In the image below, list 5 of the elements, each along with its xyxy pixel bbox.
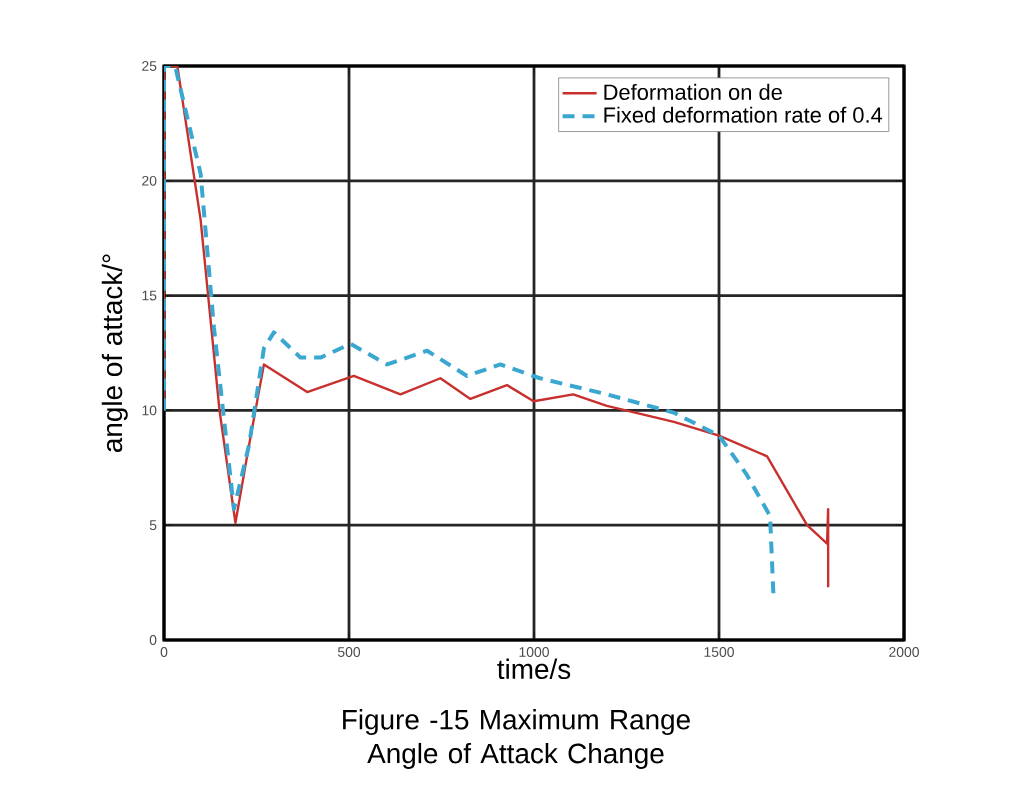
text: Figure -15 Maximum Range Angle of Attack Change: [343, 709, 690, 769]
y-axis-title: angle of attack/°: [101, 254, 128, 452]
legend-label: Deformation on de: [604, 83, 782, 100]
legend-label: Fixed deformation rate of 0.4: [604, 106, 883, 123]
x-axis-title: time/s: [497, 658, 571, 680]
